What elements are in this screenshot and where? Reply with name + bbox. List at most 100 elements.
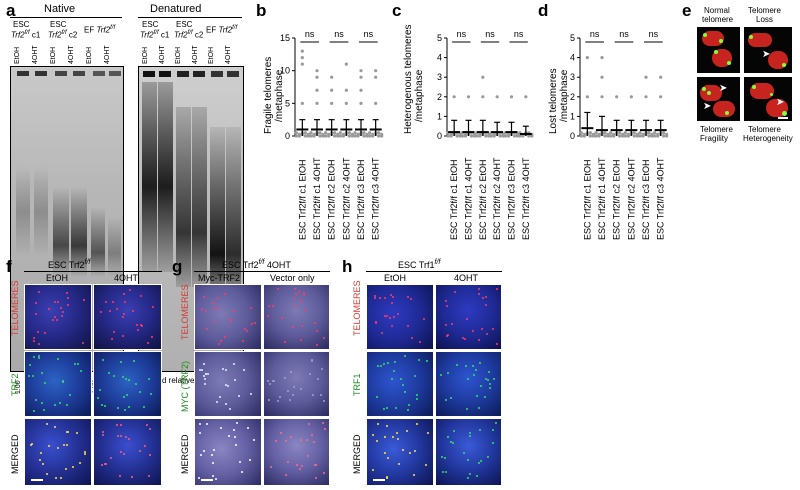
- native-title: Native: [44, 3, 76, 15]
- fluorescent-focus: [66, 303, 69, 306]
- significance-label: ns: [619, 29, 629, 39]
- fluorescent-focus: [140, 295, 143, 298]
- fluorescent-focus: [48, 307, 51, 310]
- data-point: [644, 75, 648, 79]
- fluorescent-focus: [202, 363, 205, 366]
- x-tick-label: ESC Trf2f/f c2 EtOH: [327, 159, 337, 240]
- arrowhead-icon: ➤: [703, 101, 712, 112]
- fluorescent-focus: [148, 475, 151, 478]
- fluorescent-focus: [306, 438, 309, 441]
- fluorescent-focus: [463, 338, 466, 341]
- f-trf2-4oht: [93, 351, 162, 417]
- fluorescent-focus: [237, 394, 240, 397]
- fluorescent-focus: [272, 380, 275, 383]
- fluorescent-focus: [309, 372, 312, 375]
- fluorescent-focus: [35, 399, 38, 402]
- data-point: [333, 131, 337, 135]
- fluorescent-focus: [211, 462, 214, 465]
- h-col-etoh: EtOH: [384, 273, 407, 283]
- fluorescent-focus: [311, 433, 314, 436]
- fluorescent-focus: [323, 472, 326, 475]
- fluorescent-focus: [450, 322, 453, 325]
- data-point: [362, 131, 366, 135]
- x-tick-label: ESC Trf2f/f c3 EtOH: [356, 159, 366, 240]
- fluorescent-focus: [60, 315, 63, 318]
- data-point: [600, 95, 604, 99]
- fluorescent-focus: [204, 373, 207, 376]
- data-point: [647, 134, 651, 138]
- fluorescent-focus: [293, 296, 296, 299]
- fluorescent-focus: [487, 371, 490, 374]
- h-header-rule: [366, 271, 502, 272]
- fluorescent-focus: [204, 382, 207, 385]
- fluorescent-focus: [289, 399, 292, 402]
- fluorescent-focus: [289, 435, 292, 438]
- fluorescent-focus: [59, 477, 62, 480]
- fluorescent-focus: [446, 333, 449, 336]
- fluorescent-focus: [389, 293, 392, 296]
- data-point: [359, 101, 363, 105]
- fluorescent-focus: [123, 293, 126, 296]
- caption-telomere-1: telomere: [702, 15, 734, 24]
- fluorescent-focus: [152, 306, 155, 309]
- data-point: [588, 134, 592, 138]
- fluorescent-focus: [480, 459, 483, 462]
- fluorescent-focus: [131, 476, 134, 479]
- chart-svg: 0 5 10 15 Fragile telomeres/metaphase ns ns ns E…: [263, 29, 384, 240]
- panel-label-g: g: [172, 257, 183, 276]
- fluorescent-focus: [116, 407, 119, 410]
- fluorescent-focus: [37, 357, 40, 360]
- data-point: [452, 95, 456, 99]
- data-point: [344, 88, 348, 92]
- fluorescent-focus: [384, 297, 387, 300]
- fluorescent-focus: [481, 327, 484, 330]
- fluorescent-focus: [446, 436, 449, 439]
- fluorescent-focus: [280, 431, 283, 434]
- native-lane-label: EtOH: [50, 46, 57, 64]
- fluorescent-focus: [224, 403, 227, 406]
- denatured-lane-label: EtOH: [175, 46, 182, 64]
- scale-bar: [373, 479, 385, 481]
- data-point: [377, 131, 381, 135]
- fluorescent-focus: [211, 475, 214, 478]
- fluorescent-focus: [123, 452, 126, 455]
- fluorescent-focus: [425, 464, 428, 467]
- significance-label: ns: [364, 29, 374, 39]
- data-point: [374, 75, 378, 79]
- data-point: [527, 134, 531, 138]
- fluorescent-focus: [319, 393, 322, 396]
- data-point: [460, 134, 465, 138]
- native-group3: EF Trf2f/f: [84, 25, 116, 35]
- fluorescent-focus: [101, 358, 104, 361]
- fluorescent-focus: [320, 367, 323, 370]
- fluorescent-focus: [76, 363, 79, 366]
- fluorescent-focus: [57, 446, 60, 449]
- data-point: [662, 134, 666, 138]
- data-point: [615, 95, 619, 99]
- fluorescent-focus: [101, 404, 104, 407]
- fluorescent-focus: [133, 359, 136, 362]
- data-point: [585, 56, 589, 60]
- fluorescent-focus: [143, 445, 146, 448]
- fluorescent-focus: [31, 442, 33, 445]
- fluorescent-focus: [38, 458, 41, 461]
- fluorescent-focus: [373, 294, 376, 297]
- fluorescent-focus: [83, 298, 86, 301]
- data-point: [475, 134, 479, 138]
- fluorescent-focus: [468, 472, 471, 475]
- f-telomeres-etoh: [24, 284, 92, 350]
- data-point: [362, 134, 366, 138]
- fluorescent-focus: [486, 378, 489, 381]
- fluorescent-focus: [381, 332, 384, 335]
- data-point: [585, 95, 589, 99]
- data-point: [344, 62, 348, 66]
- f-merged-4oht: [93, 418, 162, 486]
- fluorescent-focus: [479, 362, 482, 365]
- fluorescent-focus: [478, 462, 481, 465]
- data-point: [306, 134, 310, 138]
- g-header: ESC Trf2f/f 4OHT: [222, 259, 291, 270]
- denatured-title-rule: [138, 17, 242, 18]
- arrowhead-icon: ➤: [762, 49, 771, 60]
- fluorescent-focus: [292, 385, 295, 388]
- data-point: [647, 131, 651, 135]
